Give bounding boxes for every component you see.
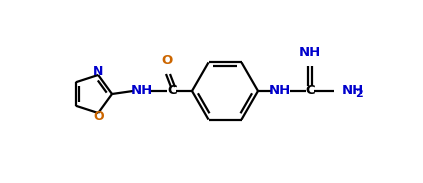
Text: O: O xyxy=(94,109,104,123)
Text: C: C xyxy=(167,85,177,98)
Text: NH: NH xyxy=(299,46,321,59)
Text: NH: NH xyxy=(342,85,364,98)
Text: N: N xyxy=(93,66,103,79)
Text: C: C xyxy=(305,85,315,98)
Text: NH: NH xyxy=(269,85,291,98)
Text: O: O xyxy=(162,55,173,68)
Text: NH: NH xyxy=(131,85,153,98)
Text: 2: 2 xyxy=(355,89,363,99)
